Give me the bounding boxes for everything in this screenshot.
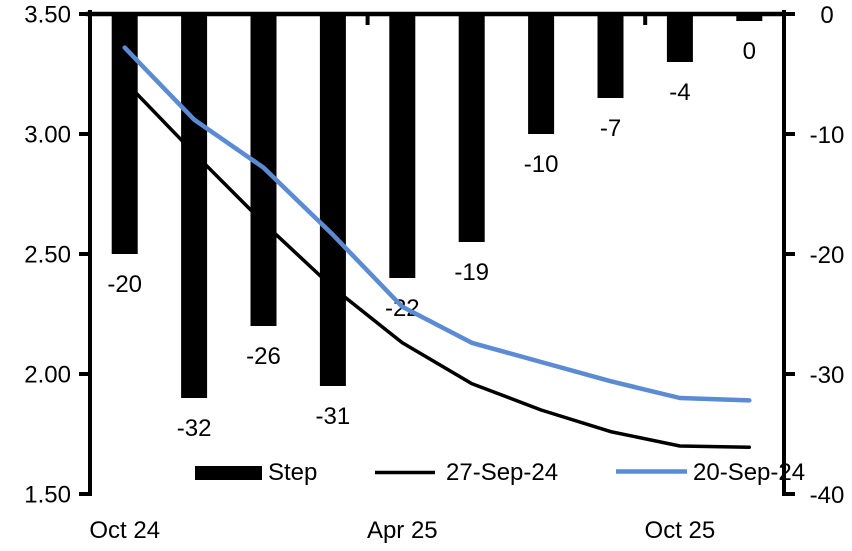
x-axis-label: Oct 25 — [645, 517, 716, 544]
x-axis-label: Apr 25 — [367, 517, 438, 544]
legend-item-label: 20-Sep-24 — [693, 459, 805, 486]
step-bar — [666, 14, 693, 62]
step-bar — [597, 14, 624, 98]
step-bar — [389, 14, 416, 278]
left-axis-tick-label: 1.50 — [24, 482, 71, 509]
x-axis-label: Oct 24 — [89, 517, 160, 544]
right-axis-tick-label: -10 — [810, 122, 845, 149]
left-axis-tick-label: 3.50 — [24, 2, 71, 29]
bar-value-label: -32 — [177, 415, 212, 442]
step-bar — [319, 14, 346, 386]
right-axis-tick-label: -30 — [810, 362, 845, 389]
right-axis-tick-label: 0 — [820, 2, 833, 29]
bar-value-label: -19 — [454, 259, 489, 286]
bar-value-label: -31 — [316, 403, 351, 430]
left-axis-tick-label: 2.00 — [24, 362, 71, 389]
bar-value-label: 0 — [743, 38, 756, 65]
step-bar — [528, 14, 555, 134]
legend-item-label: Step — [268, 459, 317, 486]
left-axis-tick-label: 3.00 — [24, 122, 71, 149]
bar-value-label: -20 — [107, 271, 142, 298]
legend-item-label: 27-Sep-24 — [446, 459, 558, 486]
right-axis-tick-label: -20 — [810, 242, 845, 269]
bar-value-label: -4 — [669, 79, 690, 106]
step-bar — [736, 14, 763, 21]
step-bar — [181, 14, 208, 398]
line-20-sep-24 — [122, 45, 752, 403]
line-27-sep-24 — [122, 79, 752, 449]
bar-value-label: -10 — [524, 151, 559, 178]
legend-bar-swatch — [195, 466, 262, 480]
bar-value-label: -26 — [246, 343, 281, 370]
bar-value-label: -7 — [600, 115, 621, 142]
left-axis-tick-label: 2.50 — [24, 242, 71, 269]
step-bar — [458, 14, 485, 242]
right-axis-tick-label: -40 — [810, 482, 845, 509]
